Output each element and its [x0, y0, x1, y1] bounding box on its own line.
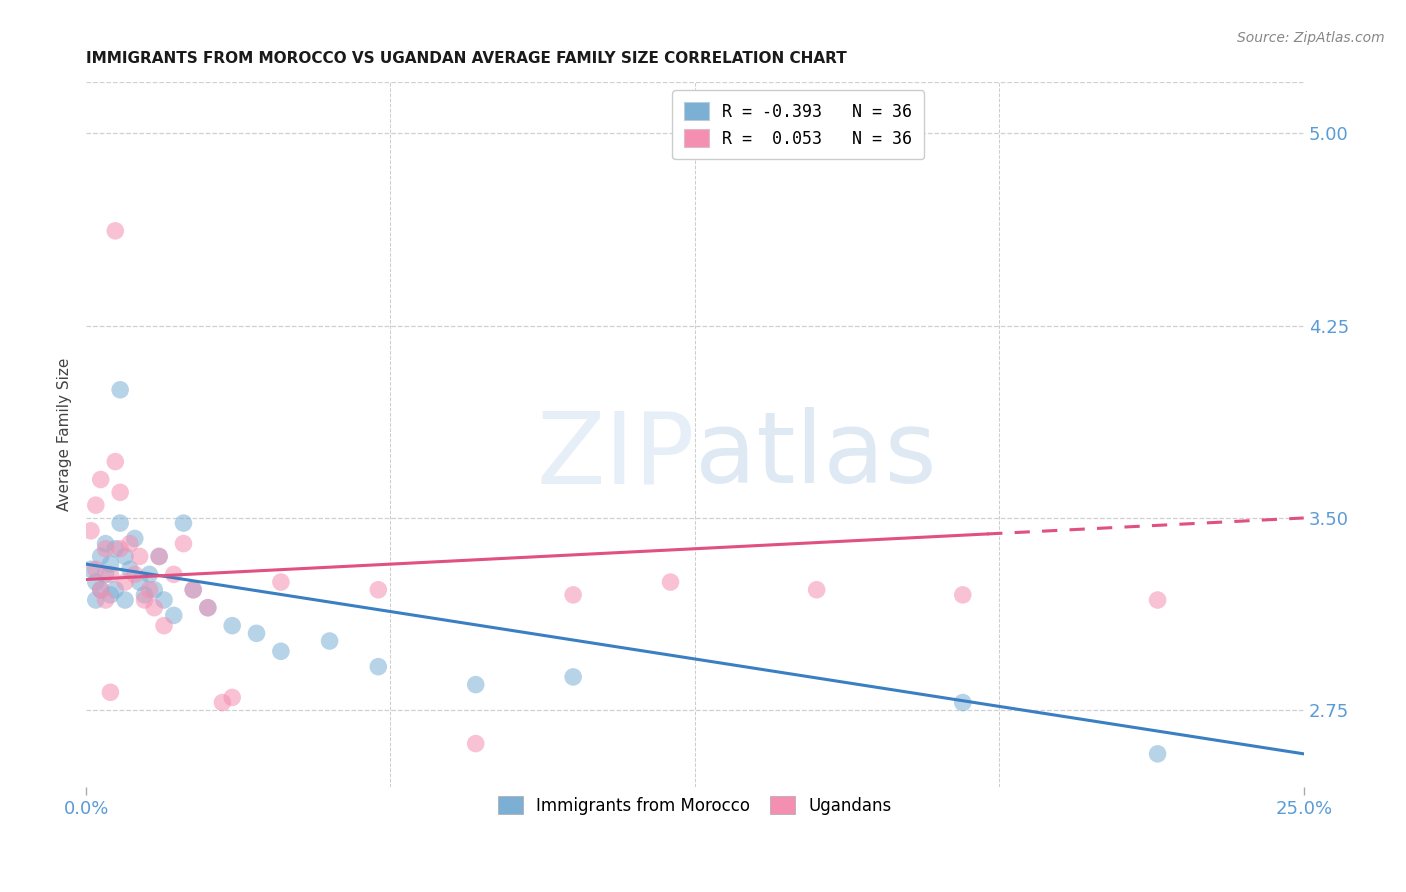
- Point: [100, 567, 122, 582]
- Point: [114, 593, 136, 607]
- Point: [659, 575, 682, 590]
- Point: [181, 582, 204, 597]
- Point: [94, 593, 117, 607]
- Point: [108, 485, 131, 500]
- Text: Source: ZipAtlas.com: Source: ZipAtlas.com: [1237, 31, 1385, 45]
- Point: [90, 582, 112, 597]
- Point: [80, 562, 103, 576]
- Point: [128, 549, 150, 564]
- Point: [114, 575, 136, 590]
- Point: [270, 644, 292, 658]
- Point: [104, 582, 127, 597]
- Point: [245, 626, 267, 640]
- Point: [84, 593, 107, 607]
- Point: [172, 516, 194, 530]
- Point: [806, 582, 828, 597]
- Point: [1146, 747, 1168, 761]
- Point: [952, 696, 974, 710]
- Point: [270, 575, 292, 590]
- Point: [118, 562, 141, 576]
- Point: [148, 549, 170, 564]
- Point: [104, 541, 127, 556]
- Point: [562, 670, 585, 684]
- Legend: Immigrants from Morocco, Ugandans: Immigrants from Morocco, Ugandans: [488, 786, 901, 825]
- Point: [104, 454, 127, 468]
- Point: [90, 473, 112, 487]
- Point: [211, 696, 233, 710]
- Point: [562, 588, 585, 602]
- Point: [138, 582, 160, 597]
- Point: [172, 536, 194, 550]
- Point: [84, 562, 107, 576]
- Point: [148, 549, 170, 564]
- Point: [94, 567, 117, 582]
- Point: [118, 536, 141, 550]
- Point: [138, 567, 160, 582]
- Point: [197, 600, 219, 615]
- Point: [367, 582, 389, 597]
- Point: [104, 224, 127, 238]
- Point: [100, 685, 122, 699]
- Point: [367, 659, 389, 673]
- Point: [128, 575, 150, 590]
- Point: [464, 737, 486, 751]
- Text: ZIP: ZIP: [537, 408, 695, 504]
- Point: [108, 383, 131, 397]
- Point: [1146, 593, 1168, 607]
- Point: [181, 582, 204, 597]
- Point: [163, 567, 186, 582]
- Point: [90, 549, 112, 564]
- Point: [84, 575, 107, 590]
- Point: [143, 582, 166, 597]
- Point: [318, 634, 340, 648]
- Point: [100, 588, 122, 602]
- Text: IMMIGRANTS FROM MOROCCO VS UGANDAN AVERAGE FAMILY SIZE CORRELATION CHART: IMMIGRANTS FROM MOROCCO VS UGANDAN AVERA…: [86, 51, 846, 66]
- Point: [108, 541, 131, 556]
- Point: [134, 593, 156, 607]
- Point: [80, 524, 103, 538]
- Point: [153, 593, 176, 607]
- Point: [134, 588, 156, 602]
- Point: [464, 678, 486, 692]
- Point: [153, 618, 176, 632]
- Point: [100, 557, 122, 571]
- Point: [221, 618, 243, 632]
- Point: [94, 536, 117, 550]
- Y-axis label: Average Family Size: Average Family Size: [58, 358, 72, 511]
- Point: [84, 498, 107, 512]
- Point: [124, 532, 146, 546]
- Point: [124, 567, 146, 582]
- Text: atlas: atlas: [695, 408, 936, 504]
- Point: [94, 541, 117, 556]
- Point: [197, 600, 219, 615]
- Point: [114, 549, 136, 564]
- Point: [163, 608, 186, 623]
- Point: [108, 516, 131, 530]
- Point: [143, 600, 166, 615]
- Point: [952, 588, 974, 602]
- Point: [221, 690, 243, 705]
- Point: [90, 582, 112, 597]
